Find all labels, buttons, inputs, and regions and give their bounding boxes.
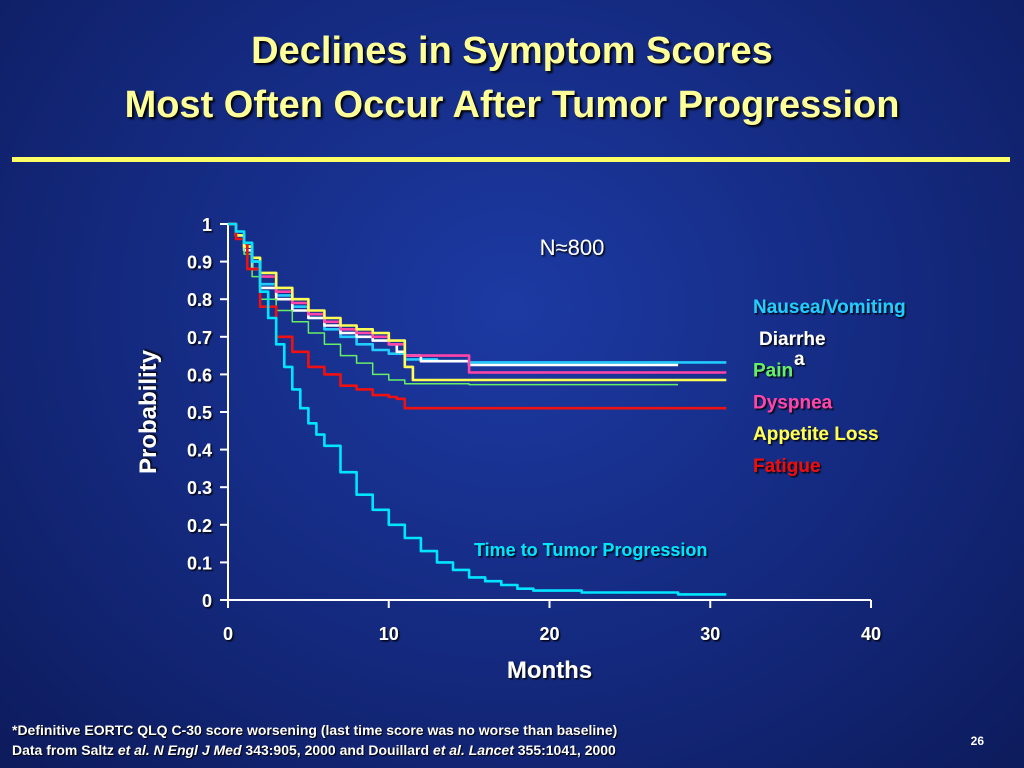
y-tick-label: 0 — [202, 591, 212, 611]
y-tick-label: 0.2 — [187, 516, 212, 536]
series-line-fatigue — [228, 222, 727, 410]
x-tick-label: 0 — [223, 624, 233, 644]
x-tick-label: 30 — [700, 624, 720, 644]
series-line-diarrhea — [228, 222, 679, 367]
title-divider — [12, 157, 1010, 162]
series-line-ttp — [228, 222, 727, 596]
y-tick-label: 0.9 — [187, 253, 212, 273]
x-tick-label: 10 — [379, 624, 399, 644]
slide-title-line1: Declines in Symptom Scores — [251, 30, 773, 72]
legend-label-pain: Pain — [753, 361, 793, 382]
y-tick-label: 0.4 — [187, 441, 212, 461]
footnote-etal: et al. — [117, 742, 154, 758]
x-tick-label: 40 — [861, 624, 881, 644]
y-tick-label: 1 — [202, 215, 212, 235]
legend-label-appetite: Appetite Loss — [753, 424, 879, 445]
footnote-journal: Lancet — [468, 742, 514, 758]
chart-labels: 00.10.20.30.40.50.60.70.80.910 10 20 30 40Mo… — [135, 215, 906, 684]
footnote-etal: et al. — [432, 742, 469, 758]
y-tick-label: 0.3 — [187, 478, 212, 498]
ttp-curve-label: Time to Tumor Progression — [474, 540, 707, 560]
y-tick-label: 0.1 — [187, 553, 212, 573]
footnote-sources: Data from Saltz et al. N Engl J Med 343:… — [12, 742, 616, 758]
y-tick-label: 0.6 — [187, 365, 212, 385]
page-number: 26 — [970, 734, 984, 748]
legend-label-dyspnea: Dyspnea — [753, 392, 833, 413]
y-tick-label: 0.5 — [187, 403, 212, 423]
x-tick-label: 20 — [539, 624, 559, 644]
footnote-text: 355:1041, 2000 — [513, 742, 616, 758]
series-line-nausea — [228, 222, 727, 364]
chart-axes — [220, 223, 872, 608]
footnote-text: Data from Saltz — [12, 742, 118, 758]
footnote-definition: *Definitive EORTC QLQ C-30 score worseni… — [12, 722, 618, 738]
legend-label-diarrhea: Diarrhe — [759, 329, 826, 350]
y-axis-title: Probability — [135, 349, 162, 474]
legend-label-diarrhea-wrap: a — [794, 349, 805, 370]
legend-label-fatigue: Fatigue — [753, 456, 821, 477]
y-tick-label: 0.7 — [187, 328, 212, 348]
y-tick-label: 0.8 — [187, 290, 212, 310]
footnote-journal: N Engl J Med — [153, 742, 242, 758]
legend-label-nausea: Nausea/Vomiting — [753, 297, 906, 318]
sample-size-annotation: N≈800 — [540, 235, 605, 260]
footnote-text: 343:905, 2000 and Douillard — [241, 742, 433, 758]
chart-series-lines — [228, 222, 727, 596]
x-axis-title: Months — [507, 657, 592, 684]
slide-title-line2: Most Often Occur After Tumor Progression — [124, 84, 900, 126]
